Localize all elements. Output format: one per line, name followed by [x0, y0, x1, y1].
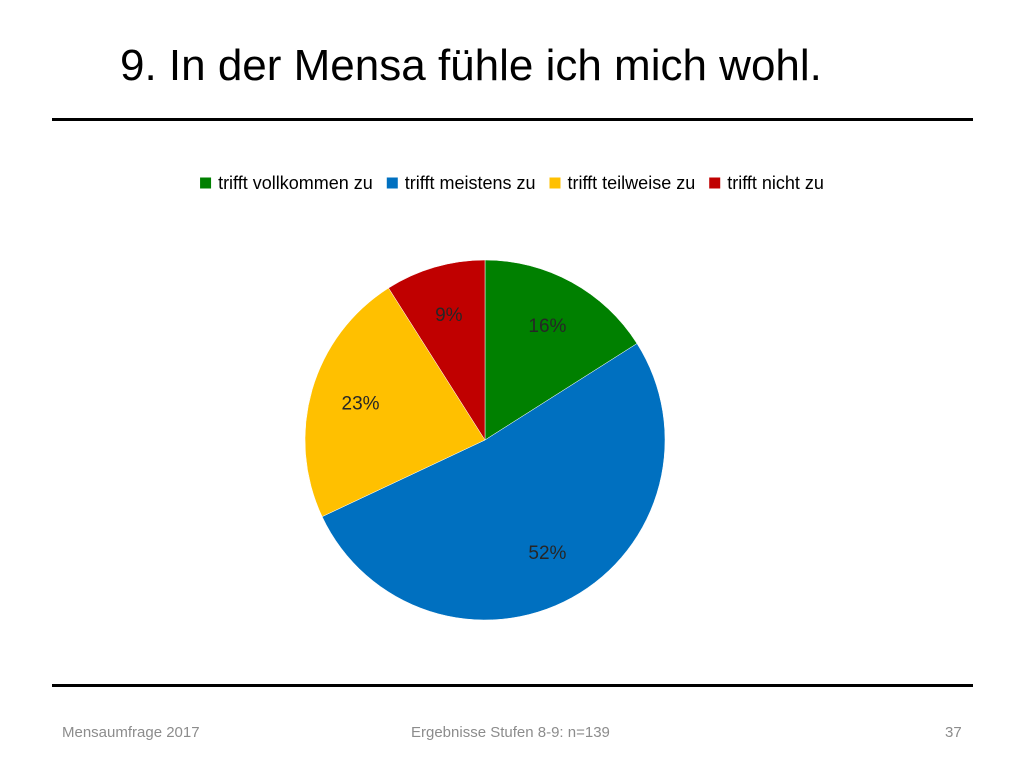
pie-slices	[304, 259, 666, 621]
pie-slice-trifft-vollkommen-zu	[484, 259, 638, 441]
title-divider	[52, 118, 973, 121]
footer-sample-info: Ergebnisse Stufen 8-9: n=139	[411, 724, 610, 741]
data-label-trifft-vollkommen-zu: 16%	[528, 316, 566, 337]
page-number: 37	[945, 724, 962, 741]
pie-data-labels: 16% 52% 23% 9%	[342, 305, 567, 564]
legend-label-trifft-meistens-zu: trifft meistens zu	[405, 173, 536, 193]
legend-label-trifft-vollkommen-zu: trifft vollkommen zu	[218, 173, 373, 193]
legend-label-trifft-nicht-zu: trifft nicht zu	[727, 173, 824, 193]
pie-slice-trifft-teilweise-zu	[304, 287, 486, 517]
footer-survey-name: Mensaumfrage 2017	[62, 724, 200, 741]
legend-swatch-trifft-meistens-zu	[386, 177, 398, 189]
data-label-trifft-nicht-zu: 9%	[435, 305, 463, 326]
slide-title: 9. In der Mensa fühle ich mich wohl.	[120, 41, 822, 90]
data-label-trifft-teilweise-zu: 23%	[342, 393, 380, 414]
legend-swatch-trifft-teilweise-zu	[549, 177, 561, 189]
pie-slice-trifft-meistens-zu	[321, 343, 666, 621]
pie-slice-trifft-nicht-zu	[388, 259, 486, 441]
legend-swatch-trifft-nicht-zu	[709, 177, 721, 189]
footer-divider	[52, 684, 973, 687]
legend-swatch-trifft-vollkommen-zu	[200, 177, 212, 189]
chart-legend: trifft vollkommen zu trifft meistens zu tr…	[200, 173, 824, 193]
data-label-trifft-meistens-zu: 52%	[528, 543, 566, 564]
legend-label-trifft-teilweise-zu: trifft teilweise zu	[568, 173, 696, 193]
